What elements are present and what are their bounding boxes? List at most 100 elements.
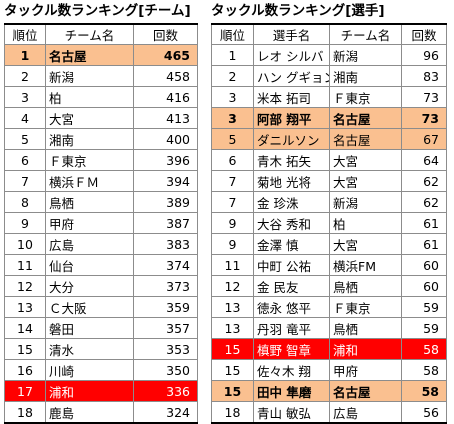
player-cell: 菊地 光将 [253, 170, 330, 192]
team-cell: 仙台 [45, 254, 134, 276]
rank-cell: 9 [211, 212, 254, 234]
team-ranking-body: 1 名古屋 465 2 新潟 458 3 柏 416 4 大宮 413 5 湘南 400 6 Ｆ東京 396 7 横浜… [4, 44, 198, 424]
team-cell: 磐田 [45, 317, 134, 339]
count-cell: 416 [133, 86, 198, 108]
table-row: 15 佐々木 翔甲府 58 [211, 359, 447, 381]
team-cell: 鳥栖 [45, 191, 134, 213]
count-cell: 357 [133, 317, 198, 339]
header-count: 回数 [401, 23, 447, 45]
player-cell: 青木 拓矢 [253, 149, 330, 171]
team-cell: 浦和 [329, 338, 402, 360]
team-cell: 横浜FM [329, 254, 402, 276]
team-cell: 横浜ＦＭ [45, 170, 134, 192]
count-cell: 58 [401, 338, 447, 360]
rank-cell: 13 [211, 317, 254, 339]
table-row: 17 浦和 336 [4, 380, 198, 402]
team-ranking-title: タックル数ランキング[チーム] [4, 3, 191, 19]
player-cell: 徳永 悠平 [253, 296, 330, 318]
table-row: 8 鳥栖 389 [4, 191, 198, 213]
rank-cell: 2 [4, 65, 46, 87]
table-row: 2 新潟 458 [4, 65, 198, 87]
table-row: 15 田中 隼磨 名古屋 58 [211, 380, 447, 402]
team-cell: 新潟 [329, 191, 402, 213]
count-cell: 58 [401, 380, 447, 402]
count-cell: 374 [133, 254, 198, 276]
table-row: 7 菊地 光将 大宮 62 [211, 170, 447, 192]
team-cell: 大宮 [329, 170, 402, 192]
table-row: 4 大宮 413 [4, 107, 198, 129]
player-cell: 大谷 秀和 [253, 212, 330, 234]
team-cell: Ｆ東京 [45, 149, 134, 171]
count-cell: 62 [401, 170, 447, 192]
table-row: 11 仙台 374 [4, 254, 198, 276]
player-cell: 米本 拓司 [253, 86, 330, 108]
team-cell: 柏 [45, 86, 134, 108]
table-row: 1 名古屋 465 [4, 44, 198, 66]
player-cell: 金 珍洙 [253, 191, 330, 213]
team-cell: 甲府 [45, 212, 134, 234]
table-row: 6 青木 拓矢 大宮 64 [211, 149, 447, 171]
team-cell: 広島 [45, 233, 134, 255]
team-cell: Ｆ東京 [329, 296, 402, 318]
table-row: 12 金 民友 鳥栖 60 [211, 275, 447, 297]
table-row: 9 金澤 慎大宮 61 [211, 233, 447, 255]
team-cell: 名古屋 [329, 380, 402, 402]
player-cell: 槙野 智章 [253, 338, 330, 360]
count-cell: 73 [401, 107, 447, 129]
team-cell: Ｃ大阪 [45, 296, 134, 318]
count-cell: 58 [401, 359, 447, 381]
rank-cell: 3 [211, 107, 254, 129]
rank-cell: 9 [4, 212, 46, 234]
team-cell: 清水 [45, 338, 134, 360]
team-cell: 鹿島 [45, 401, 134, 424]
table-row: 15 清水 353 [4, 338, 198, 360]
player-ranking-panel: タックル数ランキング[選手] 順位 選手名 チーム名 回数 1 レオ シルバ 新潟 9… [211, 0, 447, 424]
header-player: 選手名 [253, 23, 330, 45]
rank-cell: 10 [4, 233, 46, 255]
team-cell: 新潟 [45, 65, 134, 87]
player-cell: 丹羽 竜平 [253, 317, 330, 339]
table-row: 7 横浜ＦＭ 394 [4, 170, 198, 192]
rank-cell: 15 [211, 359, 254, 381]
rank-cell: 15 [211, 380, 254, 402]
count-cell: 60 [401, 275, 447, 297]
count-cell: 62 [401, 191, 447, 213]
team-cell: 柏 [329, 212, 402, 234]
count-cell: 396 [133, 149, 198, 171]
rank-cell: 3 [211, 86, 254, 108]
rank-cell: 8 [4, 191, 46, 213]
rank-cell: 5 [4, 128, 46, 150]
count-cell: 359 [133, 296, 198, 318]
table-row: 14 磐田 357 [4, 317, 198, 339]
player-cell: 中町 公祐 [253, 254, 330, 276]
rank-cell: 6 [4, 149, 46, 171]
team-cell: 鳥栖 [329, 317, 402, 339]
count-cell: 64 [401, 149, 447, 171]
team-cell: 大宮 [329, 149, 402, 171]
team-cell: 湘南 [45, 128, 134, 150]
count-cell: 60 [401, 254, 447, 276]
table-row: 2 ハン グギョン 湘南 83 [211, 65, 447, 87]
count-cell: 96 [401, 44, 447, 66]
player-ranking-table: 順位 選手名 チーム名 回数 1 レオ シルバ 新潟 96 2 ハン グギョン 湘南 83 3 米… [211, 23, 447, 424]
rank-cell: 12 [4, 275, 46, 297]
team-cell: 甲府 [329, 359, 402, 381]
player-ranking-header-row: 順位 選手名 チーム名 回数 [211, 23, 447, 45]
table-row: 10 広島 383 [4, 233, 198, 255]
player-ranking-body: 1 レオ シルバ 新潟 96 2 ハン グギョン 湘南 83 3 米本 拓司 Ｆ東京 73 3 阿部 翔平… [211, 44, 447, 424]
count-cell: 67 [401, 128, 447, 150]
count-cell: 465 [133, 44, 198, 66]
header-team: チーム名 [45, 23, 134, 45]
player-cell: 金澤 慎 [253, 233, 330, 255]
count-cell: 56 [401, 401, 447, 424]
player-cell: 田中 隼磨 [253, 380, 330, 402]
count-cell: 383 [133, 233, 198, 255]
count-cell: 387 [133, 212, 198, 234]
rank-cell: 3 [4, 86, 46, 108]
count-cell: 350 [133, 359, 198, 381]
rank-cell: 1 [211, 44, 254, 66]
table-row: 13 丹羽 竜平 鳥栖 59 [211, 317, 447, 339]
team-ranking-header-row: 順位 チーム名 回数 [4, 23, 198, 45]
player-cell: ハン グギョン [253, 65, 330, 87]
team-cell: 湘南 [329, 65, 402, 87]
